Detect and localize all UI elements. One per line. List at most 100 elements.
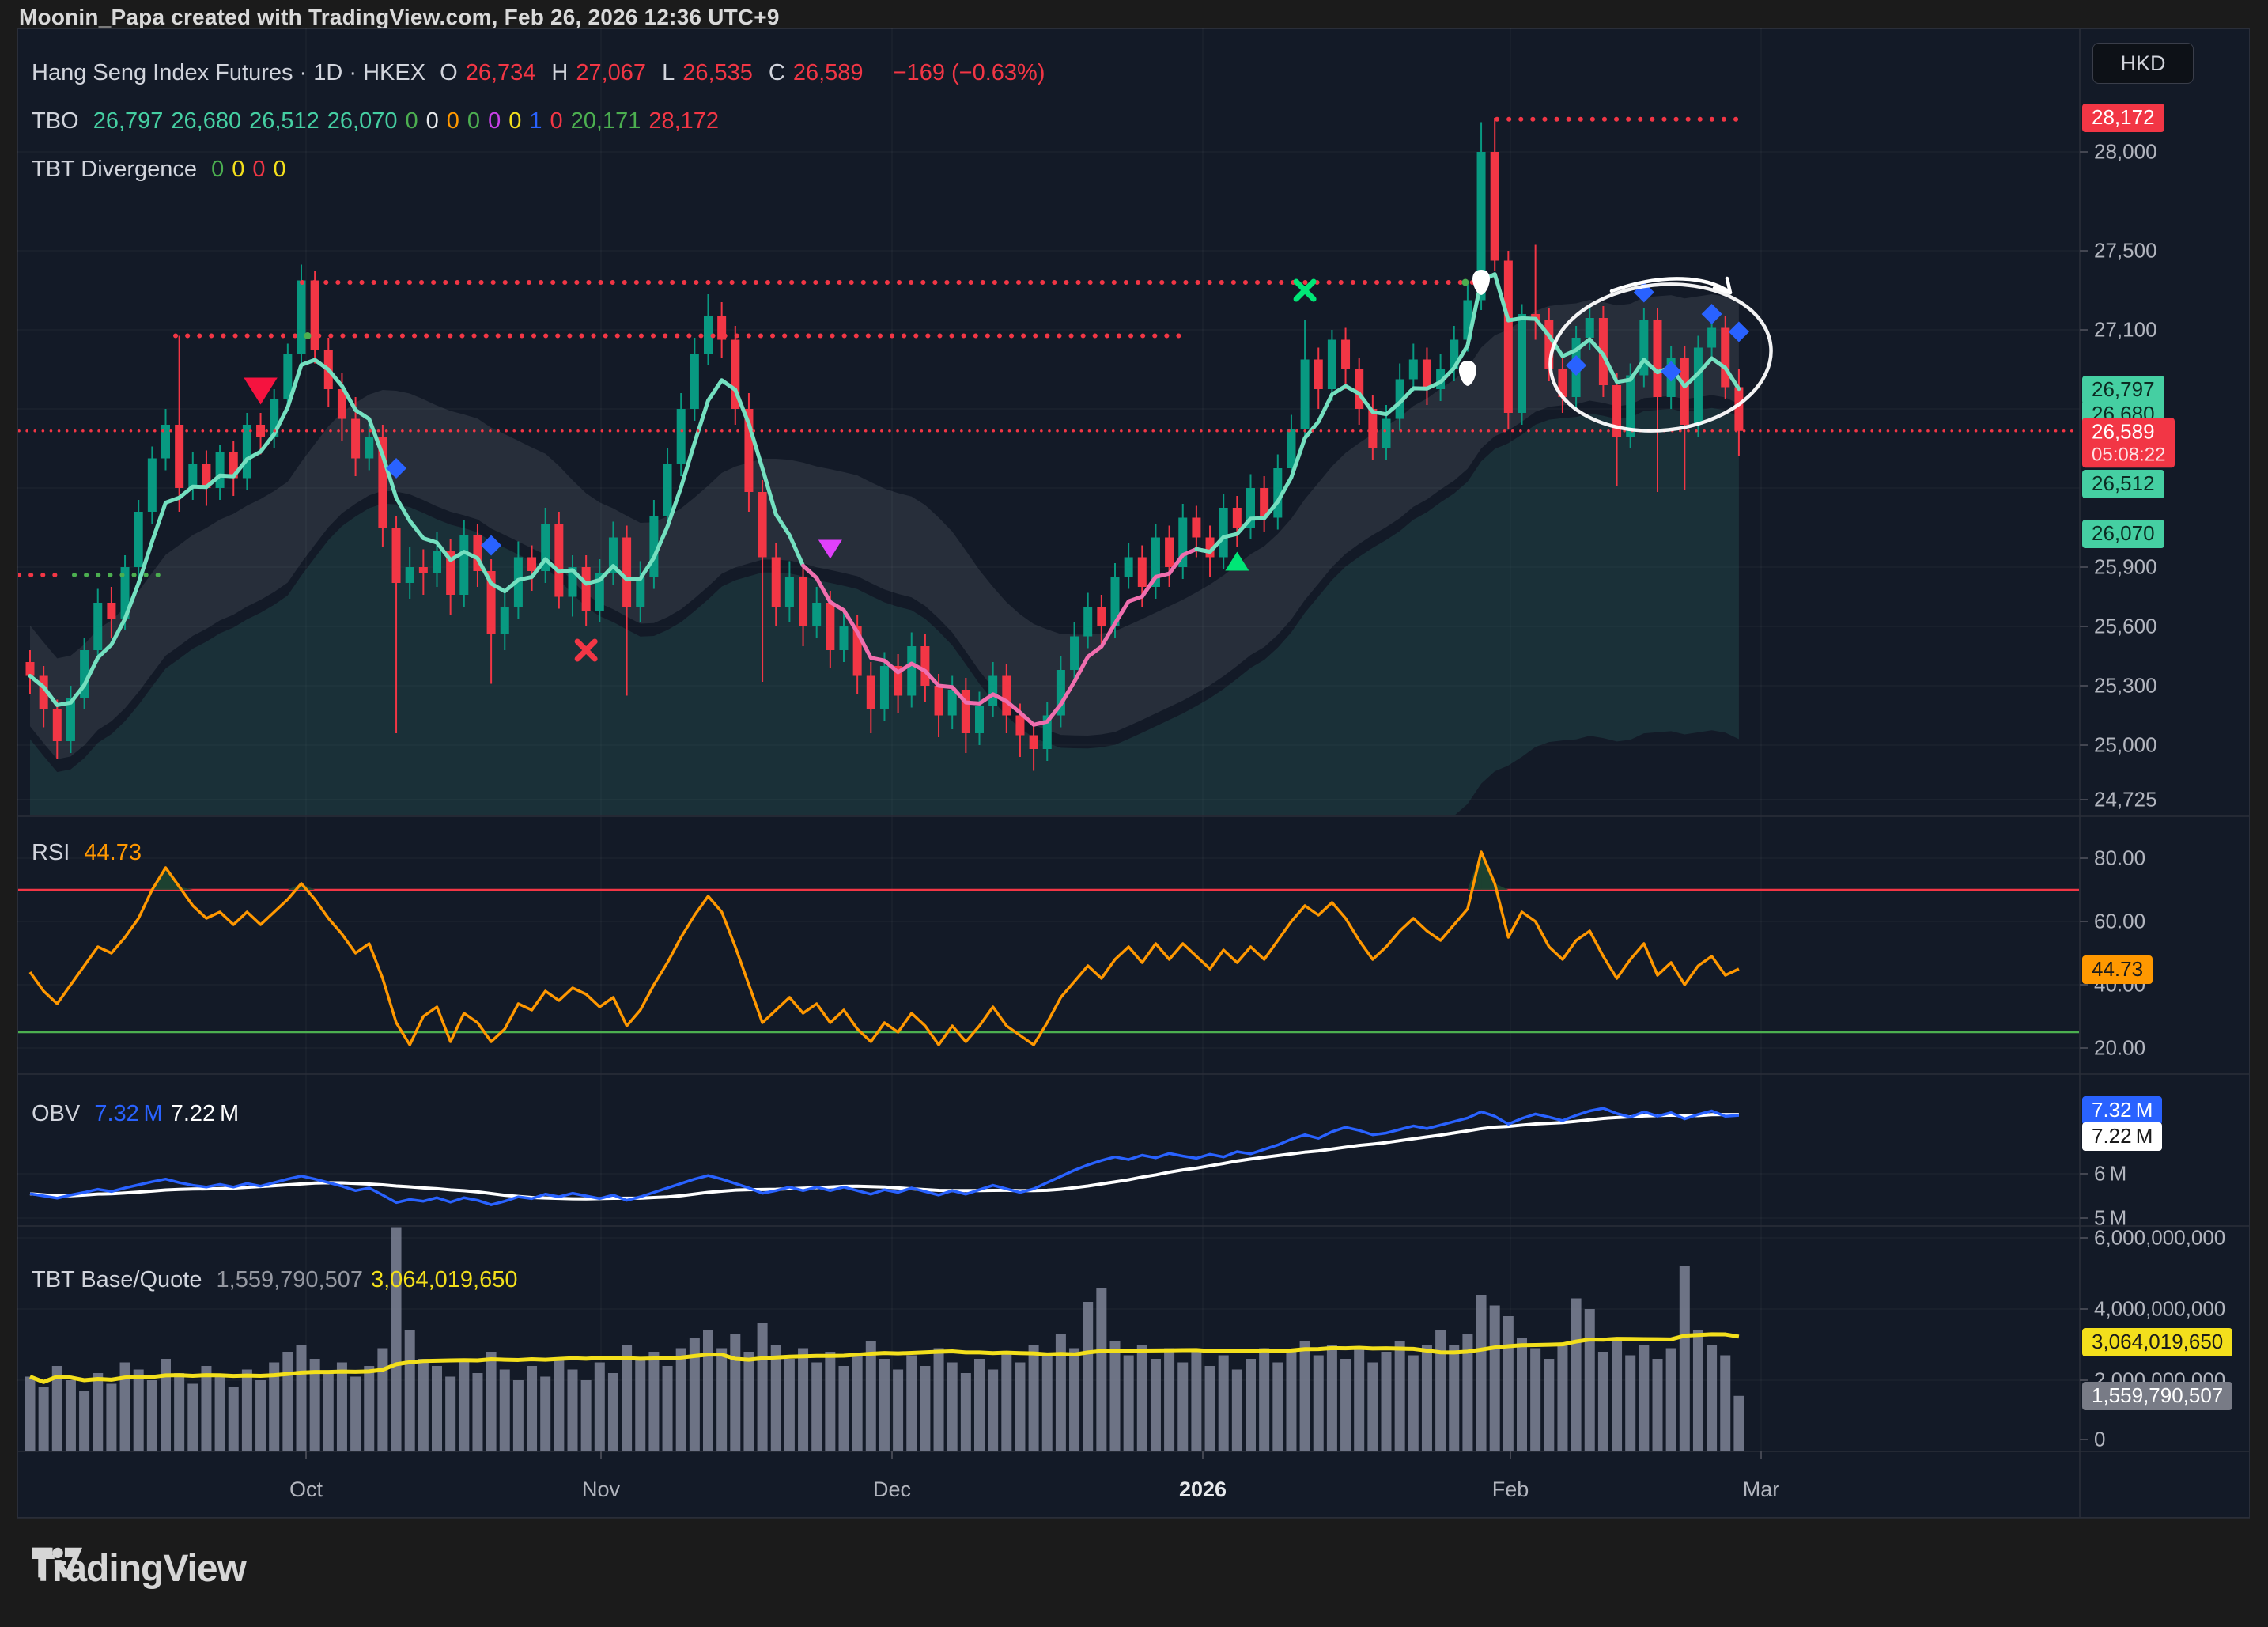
axis-label: 0	[2094, 1427, 2106, 1451]
axis-label: 27,500	[2094, 238, 2157, 263]
tbo-legend-row[interactable]: TBO 26,797 26,680 26,512 26,070 0 0 0 0 0 0 1 0 20,1…	[32, 108, 735, 134]
axis-badge: 44.73	[2082, 955, 2153, 984]
time-axis-label: Nov	[581, 1478, 621, 1501]
legend-value: 1	[529, 108, 542, 134]
legend-value: 3,064,019,650	[371, 1267, 518, 1292]
obv-pane	[29, 1107, 1740, 1206]
change-value: −169 (−0.63%)	[893, 60, 1045, 85]
diamond-marker	[481, 535, 502, 556]
triangle-down-marker	[244, 377, 278, 405]
time-axis-label: 2026	[1178, 1478, 1227, 1501]
axis-badge: 26,512	[2082, 470, 2164, 498]
tbo-indicator-label[interactable]: TBO	[32, 108, 79, 134]
price-pane	[18, 116, 2079, 815]
obv-label[interactable]: OBV	[32, 1101, 81, 1126]
diamond-marker	[1728, 321, 1749, 342]
rsi-value: 44.73	[84, 840, 142, 865]
axis-label: 27,100	[2094, 317, 2157, 342]
rsi-legend-row[interactable]: RSI 44.73	[32, 840, 149, 866]
time-axis-label: Dec	[872, 1478, 912, 1501]
x-marker	[574, 638, 598, 662]
axis-label: 20.00	[2094, 1035, 2146, 1060]
legend-value: 26,680	[171, 108, 242, 134]
legend-value: 0	[508, 108, 522, 134]
axis-badge: 7.22 M	[2082, 1122, 2163, 1151]
chart-area[interactable]	[17, 28, 2250, 1518]
axis-badge: 26,070	[2082, 520, 2164, 548]
axis-label: 25,600	[2094, 614, 2157, 638]
axis-label: 25,000	[2094, 732, 2157, 757]
legend-value: 26,512	[249, 108, 319, 134]
legend-value: 26,797	[93, 108, 164, 134]
ohlc-item: O 26,734	[440, 60, 536, 85]
diamond-marker	[1661, 361, 1682, 382]
legend-value: 0	[488, 108, 501, 134]
axis-badge: 26,797	[2082, 376, 2164, 404]
obv-values: 7.32 M 7.22 M	[94, 1101, 247, 1126]
axis-label: 6,000,000,000	[2094, 1225, 2226, 1250]
legend-value: 28,172	[648, 108, 720, 134]
legend-value: 0	[211, 157, 225, 182]
axis-label: 60.00	[2094, 909, 2146, 933]
legend-value: 0	[405, 108, 418, 134]
legend-value: 0	[425, 108, 439, 134]
axis-label: 25,900	[2094, 554, 2157, 579]
axis-badge: 3,064,019,650	[2082, 1328, 2233, 1356]
axis-label: 80.00	[2094, 846, 2146, 870]
axis-badge: 28,172	[2082, 104, 2164, 132]
diamond-marker	[1566, 355, 1587, 376]
snapshot-credit: Moonin_Papa created with TradingView.com…	[19, 5, 780, 29]
legend-value: 26,070	[327, 108, 398, 134]
ohlc-values: O 26,734 H 27,067 L 26,535 C 26,589	[440, 60, 879, 85]
axis-label: 5 M	[2094, 1205, 2127, 1230]
tbt-basequote-label[interactable]: TBT Base/Quote	[32, 1267, 202, 1292]
legend-value: 7.32 M	[94, 1101, 163, 1126]
axis-label: 4,000,000,000	[2094, 1296, 2226, 1321]
triangle-up-marker	[1225, 551, 1249, 571]
legend-value: 7.22 M	[170, 1101, 240, 1126]
tradingview-logo-mark	[32, 1547, 82, 1578]
tbt-basequote-values: 1,559,790,507 3,064,019,650	[217, 1267, 526, 1292]
legend-value: 20,171	[570, 108, 641, 134]
rsi-label[interactable]: RSI	[32, 840, 70, 865]
x-marker	[1293, 278, 1317, 302]
triangle-down-marker	[818, 539, 842, 559]
tbt-volume-pane	[25, 1227, 1744, 1451]
time-axis-label: Mar	[1742, 1478, 1780, 1501]
obv-legend-row[interactable]: OBV 7.32 M 7.22 M	[32, 1101, 255, 1127]
tbt-divergence-label[interactable]: TBT Divergence	[32, 157, 197, 182]
time-axis-label: Feb	[1491, 1478, 1529, 1501]
legend-value: 0	[446, 108, 459, 134]
symbol-legend-row[interactable]: Hang Seng Index Futures · 1D · HKEX O 26,…	[32, 60, 1053, 86]
axis-label: 25,300	[2094, 673, 2157, 698]
legend-value: 0	[550, 108, 563, 134]
hand-drawn-ellipse	[1548, 276, 1773, 433]
axis-label: 24,725	[2094, 787, 2157, 812]
axis-badge: 1,559,790,507	[2082, 1382, 2233, 1410]
glove-marker	[1458, 361, 1476, 386]
tradingview-logo[interactable]: TradingView	[32, 1547, 247, 1591]
diamond-marker	[1701, 304, 1722, 324]
legend-value: 0	[252, 157, 266, 182]
legend-value: 0	[467, 108, 481, 134]
diamond-marker	[386, 458, 407, 479]
rsi-pane	[18, 850, 2079, 1046]
glove-marker	[1472, 270, 1491, 295]
tbt-basequote-legend-row[interactable]: TBT Base/Quote 1,559,790,507 3,064,019,65…	[32, 1267, 533, 1293]
currency-toggle-button[interactable]: HKD	[2092, 43, 2194, 84]
tbo-values: 26,797 26,680 26,512 26,070 0 0 0 0 0 0 1 0 20,171 28…	[93, 108, 727, 134]
legend-value: 0	[232, 157, 245, 182]
ohlc-item: H 27,067	[551, 60, 647, 85]
legend-value: 0	[273, 157, 286, 182]
axis-label: 28,000	[2094, 139, 2157, 164]
symbol-title[interactable]: Hang Seng Index Futures · 1D · HKEX	[32, 60, 426, 85]
ohlc-item: C 26,589	[768, 60, 864, 85]
axis-badge: 7.32 M	[2082, 1096, 2163, 1125]
axis-badge: 26,589 05:08:22	[2082, 418, 2175, 468]
axis-label: 6 M	[2094, 1161, 2127, 1186]
ohlc-item: L 26,535	[662, 60, 753, 85]
